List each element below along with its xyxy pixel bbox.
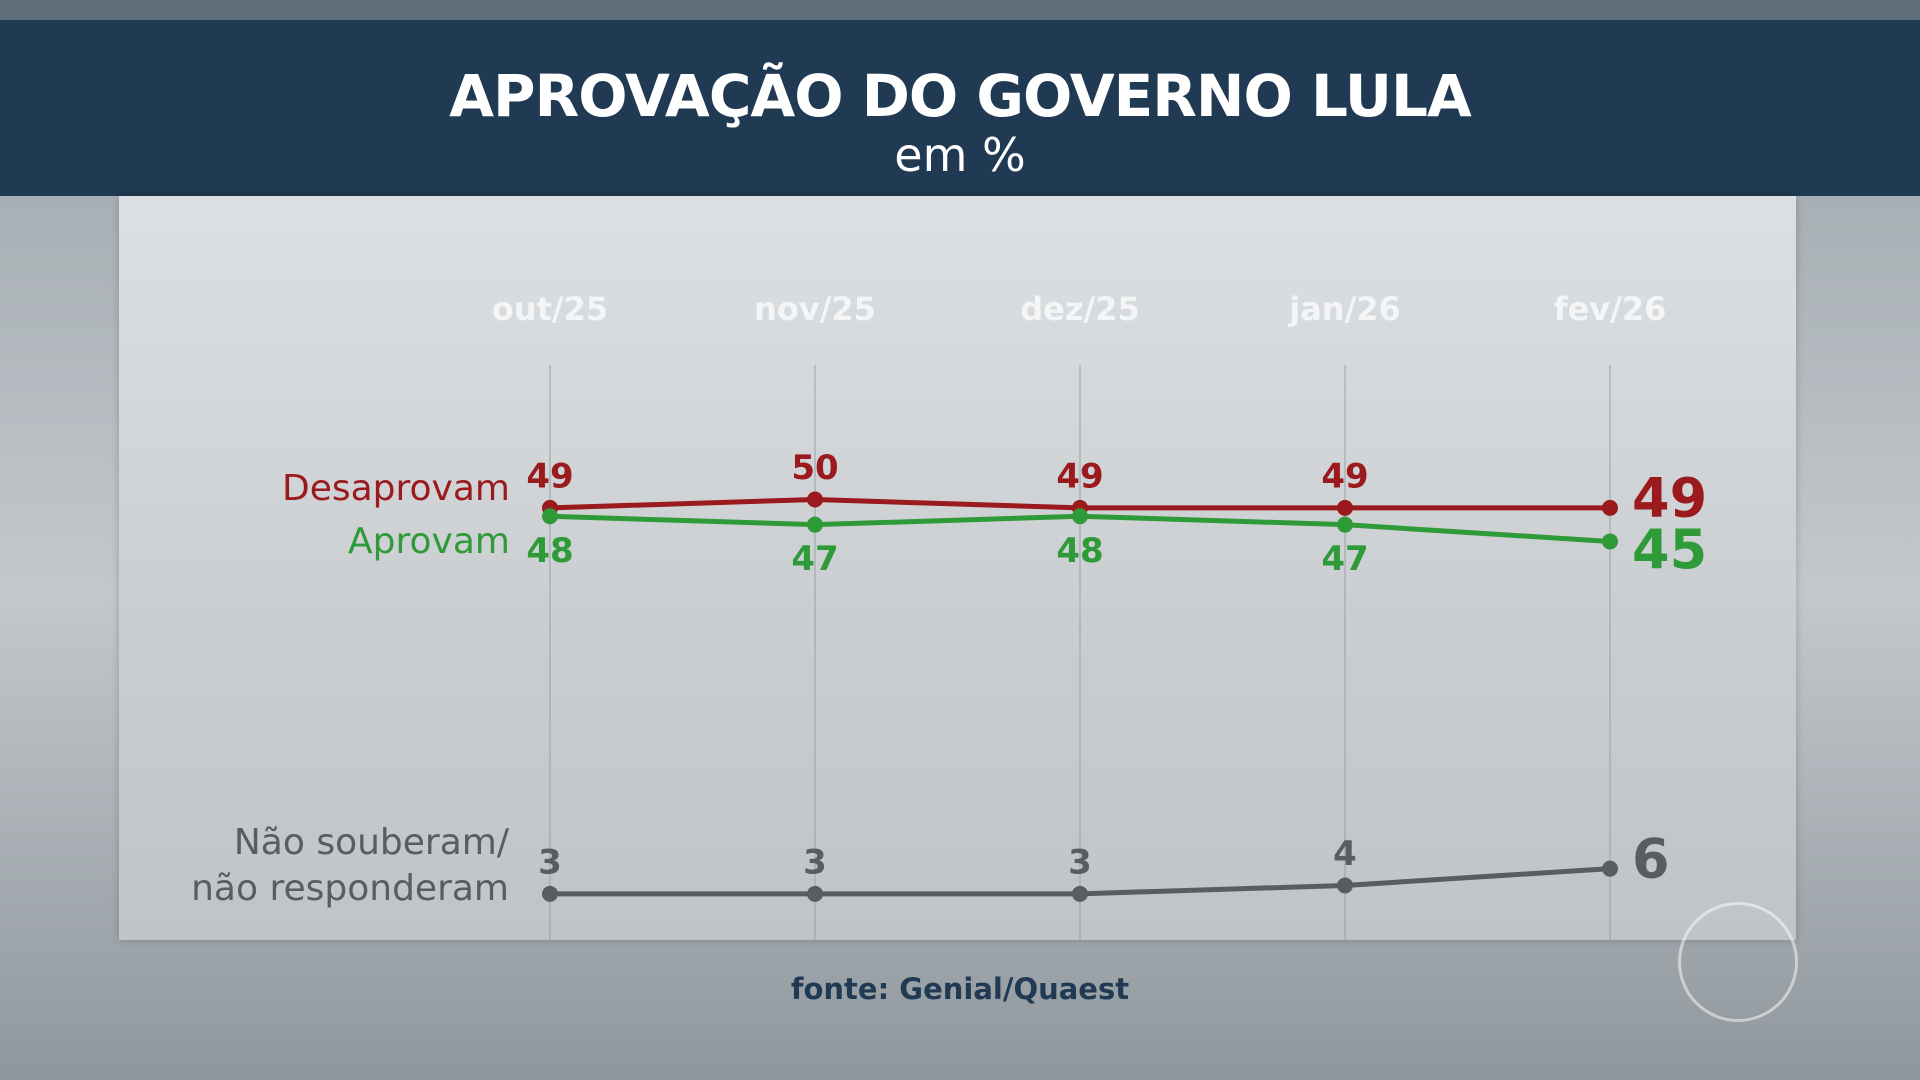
data-point bbox=[1602, 533, 1618, 550]
x-tick-label: jan/26 bbox=[1287, 290, 1401, 328]
x-tick-label: out/25 bbox=[492, 290, 608, 328]
value-label: 3 bbox=[538, 842, 562, 882]
series-label: Desaprovam bbox=[282, 468, 510, 509]
value-label: 48 bbox=[1056, 531, 1103, 571]
chart-title: APROVAÇÃO DO GOVERNO LULA bbox=[449, 62, 1472, 130]
value-label: 49 bbox=[1321, 456, 1368, 496]
logo bbox=[1678, 902, 1798, 1022]
value-label: 49 bbox=[1632, 467, 1707, 530]
x-tick-label: nov/25 bbox=[754, 290, 876, 328]
source: fonte: Genial/Quaest bbox=[790, 972, 1130, 1006]
data-point bbox=[542, 508, 558, 525]
data-point bbox=[542, 885, 558, 902]
data-point bbox=[1337, 499, 1353, 516]
value-label: 3 bbox=[803, 842, 827, 882]
data-point bbox=[1337, 516, 1353, 533]
data-point bbox=[807, 885, 823, 902]
value-label: 50 bbox=[791, 448, 838, 488]
value-label: 6 bbox=[1632, 827, 1670, 890]
series-label: Não souberam/ não responderam bbox=[191, 822, 509, 909]
chart-subtitle: em % bbox=[894, 128, 1026, 182]
series-label: Aprovam bbox=[348, 521, 510, 562]
value-label: 49 bbox=[526, 456, 573, 496]
data-point bbox=[1602, 860, 1618, 877]
x-tick-label: fev/26 bbox=[1554, 290, 1667, 328]
chart-panel bbox=[119, 196, 1796, 940]
value-label: 3 bbox=[1068, 842, 1092, 882]
data-point bbox=[1072, 508, 1088, 525]
data-point bbox=[1337, 877, 1353, 894]
data-point bbox=[807, 516, 823, 533]
data-point bbox=[1602, 499, 1618, 516]
x-tick-label: dez/25 bbox=[1020, 290, 1139, 328]
header bbox=[0, 0, 1920, 196]
data-point bbox=[1072, 885, 1088, 902]
value-label: 4 bbox=[1333, 834, 1357, 874]
value-label: 48 bbox=[526, 531, 573, 571]
value-label: 47 bbox=[791, 539, 838, 579]
data-point bbox=[807, 491, 823, 508]
value-label: 45 bbox=[1632, 518, 1707, 581]
value-label: 49 bbox=[1056, 456, 1103, 496]
value-label: 47 bbox=[1321, 539, 1368, 579]
